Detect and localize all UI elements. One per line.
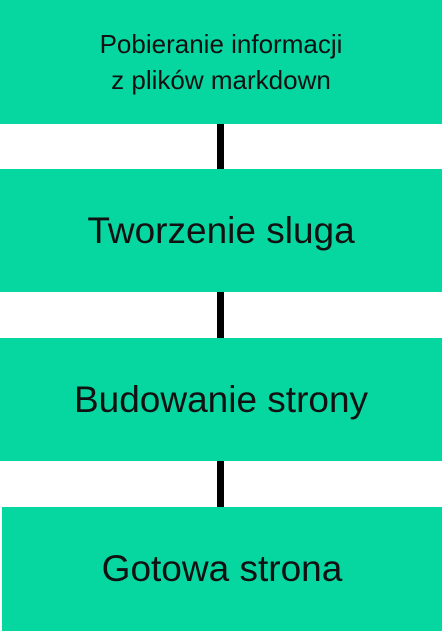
step-label: Pobieranie informacji z plików markdown	[99, 29, 343, 95]
connector-line	[217, 292, 224, 338]
step-label: Budowanie strony	[73, 378, 369, 420]
step-page-ready: Gotowa strona	[2, 507, 442, 631]
step-label: Tworzenie sluga	[87, 209, 355, 251]
step-fetch-markdown: Pobieranie informacji z plików markdown	[0, 0, 442, 124]
connector-line	[217, 124, 224, 169]
step-build-page: Budowanie strony	[0, 338, 442, 461]
step-label: Gotowa strona	[101, 548, 343, 589]
step-create-slug: Tworzenie sluga	[0, 169, 442, 292]
connector-line	[217, 461, 224, 507]
